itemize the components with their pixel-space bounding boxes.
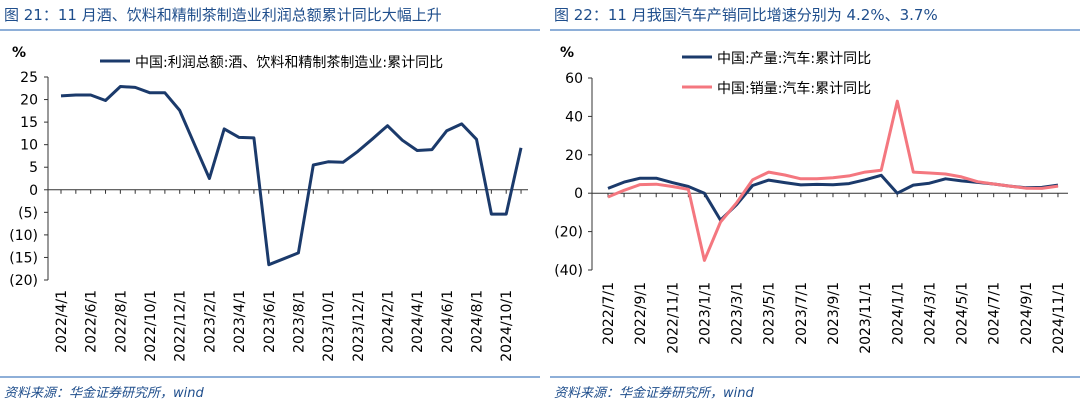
x-tick-label: 2024/2/1 [380, 290, 396, 353]
y-unit: % [12, 45, 26, 61]
x-tick-label: 2022/6/1 [84, 290, 100, 353]
x-tick-label: 2023/7/1 [794, 282, 810, 345]
y-tick-label: 0 [29, 183, 38, 199]
x-tick-label: 2023/11/1 [858, 282, 874, 354]
x-tick-label: 2023/4/1 [232, 290, 248, 353]
x-tick-label: 2024/4/1 [410, 290, 426, 353]
x-tick-label: 2024/3/1 [922, 282, 938, 345]
y-tick-label: (20) [554, 225, 583, 241]
y-tick-label: 25 [20, 70, 38, 86]
legend-label: 中国:产量:汽车:累计同比 [717, 50, 871, 67]
chart-title: 图 22：11 月我国汽车产销同比增速分别为 4.2%、3.7% [554, 6, 938, 24]
x-tick-label: 2023/9/1 [826, 282, 842, 345]
y-tick-label: 5 [29, 160, 38, 176]
x-tick-label: 2022/10/1 [143, 290, 159, 362]
y-tick-label: 20 [565, 148, 583, 164]
y-tick-label: (15) [9, 250, 38, 266]
y-tick-label: 10 [20, 138, 38, 154]
y-unit: % [560, 45, 574, 61]
x-tick-label: 2024/5/1 [955, 282, 971, 345]
y-tick-label: (5) [18, 205, 38, 221]
x-tick-label: 2024/11/1 [1051, 282, 1067, 354]
x-tick-label: 2024/8/1 [470, 290, 486, 353]
x-tick-label: 2022/11/1 [665, 282, 681, 354]
x-tick-label: 2024/7/1 [987, 282, 1003, 345]
x-tick-label: 2022/8/1 [113, 290, 129, 353]
chart-title: 图 21：11 月酒、饮料和精制茶制造业利润总额累计同比大幅上升 [4, 6, 442, 24]
series-line [607, 173, 1059, 222]
x-tick-label: 2022/7/1 [601, 282, 617, 345]
legend-label: 中国:销量:汽车:累计同比 [717, 80, 871, 97]
legend-label: 中国:利润总额:酒、饮料和精制茶制造业:累计同比 [135, 55, 443, 71]
y-tick-label: 20 [20, 93, 38, 109]
x-tick-label: 2023/2/1 [202, 290, 218, 353]
x-tick-label: 2024/10/1 [499, 290, 515, 362]
x-tick-label: 2023/8/1 [291, 290, 307, 353]
x-tick-label: 2023/3/1 [730, 282, 746, 345]
x-tick-label: 2024/6/1 [440, 290, 456, 353]
x-tick-label: 2024/9/1 [1019, 282, 1035, 345]
x-tick-label: 2022/9/1 [633, 282, 649, 345]
x-tick-label: 2023/10/1 [321, 290, 337, 362]
y-tick-label: 15 [20, 115, 38, 131]
x-tick-label: 2023/12/1 [351, 290, 367, 362]
source: 资料来源：华金证券研究所，wind [4, 385, 204, 401]
x-tick-label: 2022/12/1 [173, 290, 189, 362]
x-tick-label: 2023/5/1 [762, 282, 778, 345]
y-tick-label: (10) [9, 228, 38, 244]
y-tick-label: 60 [565, 71, 583, 87]
x-tick-label: 2022/4/1 [54, 290, 70, 353]
series-line [607, 99, 1059, 262]
x-tick-label: 2023/6/1 [262, 290, 278, 353]
y-tick-label: 40 [565, 109, 583, 125]
source: 资料来源：华金证券研究所，wind [554, 385, 754, 401]
y-tick-label: (20) [9, 273, 38, 289]
series-line [60, 85, 523, 267]
y-tick-label: 0 [574, 186, 583, 202]
x-tick-label: 2023/1/1 [697, 282, 713, 345]
x-tick-label: 2024/1/1 [890, 282, 906, 345]
y-tick-label: (40) [554, 263, 583, 279]
